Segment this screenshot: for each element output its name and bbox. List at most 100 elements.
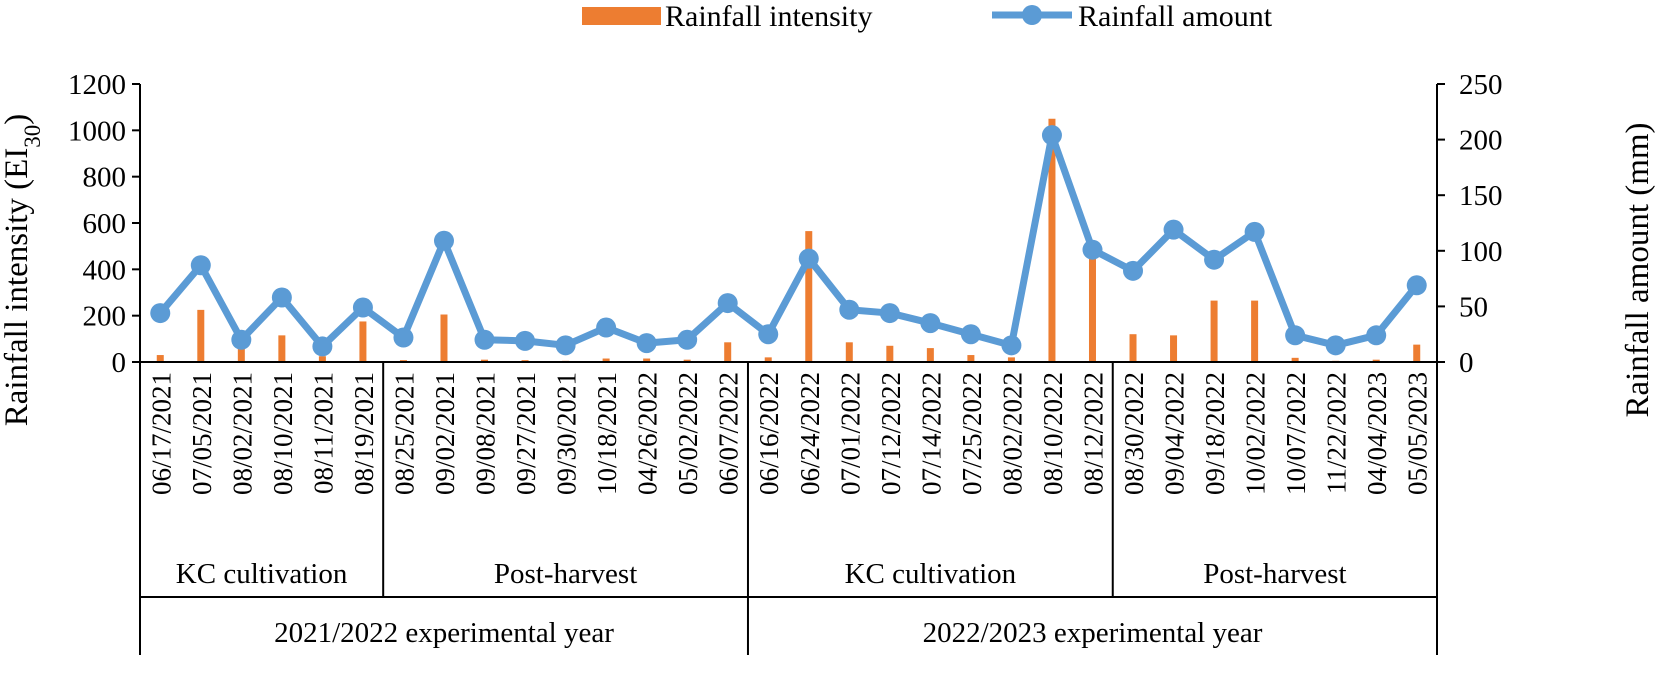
x-category-label: 10/02/2022 xyxy=(1241,372,1271,495)
y-left-tick-label: 600 xyxy=(83,208,127,240)
y-left-tick-label: 800 xyxy=(83,162,127,194)
point-rainfall-amount xyxy=(231,329,252,350)
category-labels: 06/17/2021 07/05/2021 08/02/2021 08/10/2021… xyxy=(146,372,1432,495)
point-rainfall-amount xyxy=(1082,239,1103,260)
x-category-label: 04/26/2022 xyxy=(633,372,663,495)
bar-intensity xyxy=(926,348,934,362)
y-right-tick-label: 200 xyxy=(1459,125,1503,157)
x-category-label: 09/18/2022 xyxy=(1200,372,1230,495)
point-rainfall-amount xyxy=(393,327,414,348)
x-category-label: 09/30/2021 xyxy=(552,372,582,495)
bar-intensity xyxy=(1413,344,1421,362)
bar-intensity xyxy=(359,321,367,362)
bar-intensity xyxy=(237,343,245,362)
bar-intensity xyxy=(1291,357,1299,362)
bar-intensity xyxy=(481,359,489,362)
point-rainfall-amount xyxy=(717,293,738,314)
x-category-label: 07/12/2022 xyxy=(876,372,906,495)
point-rainfall-amount xyxy=(798,248,819,269)
group-label-phase: Post-harvest xyxy=(1203,558,1346,590)
bar-intensity xyxy=(440,314,448,362)
bar-intensity xyxy=(886,345,894,362)
axes-layer: 0 200 400 600 800 1000 1200 0 50 100 150 200 250 xyxy=(68,69,1503,379)
x-category-label: 10/18/2021 xyxy=(592,372,622,495)
y-left-tick-label: 1200 xyxy=(68,69,126,101)
y-right-tick-label: 150 xyxy=(1459,180,1503,212)
group-label-phase: Post-harvest xyxy=(494,558,637,590)
x-category-label: 05/05/2023 xyxy=(1403,372,1433,495)
x-category-label: 08/10/2021 xyxy=(268,372,298,495)
point-rainfall-amount xyxy=(271,287,292,308)
group-labels: KC cultivation Post-harvest KC cultivation… xyxy=(139,362,1438,655)
point-rainfall-amount xyxy=(555,335,576,356)
x-category-label: 08/12/2022 xyxy=(1078,372,1108,495)
point-rainfall-amount xyxy=(150,303,171,324)
point-rainfall-amount xyxy=(352,297,373,318)
point-rainfall-amount xyxy=(1406,275,1427,296)
y-left-axis-title: Rainfall intensity (EI30) xyxy=(0,114,45,427)
x-category-label: 08/25/2021 xyxy=(389,372,419,495)
x-category-label: 07/25/2022 xyxy=(957,372,987,495)
x-category-label: 06/24/2022 xyxy=(795,372,825,495)
x-category-label: 08/11/2021 xyxy=(308,372,338,494)
y-left-tick-label: 0 xyxy=(112,347,127,379)
x-category-label: 06/07/2022 xyxy=(714,372,744,495)
point-rainfall-amount xyxy=(920,313,941,334)
point-rainfall-amount xyxy=(1041,125,1062,146)
x-category-label: 07/01/2022 xyxy=(835,372,865,495)
x-category-label: 07/05/2021 xyxy=(187,372,217,495)
x-category-label: 07/14/2022 xyxy=(916,372,946,495)
x-category-label: 08/30/2022 xyxy=(1119,372,1149,495)
group-label-year: 2021/2022 experimental year xyxy=(274,617,614,649)
x-category-label: 09/04/2022 xyxy=(1160,372,1190,495)
point-rainfall-amount xyxy=(636,333,657,354)
y-left-tick-label: 200 xyxy=(83,301,127,333)
group-label-year: 2022/2023 experimental year xyxy=(923,617,1263,649)
x-category-label: 04/04/2023 xyxy=(1362,372,1392,495)
x-category-label: 09/27/2021 xyxy=(511,372,541,495)
point-rainfall-amount xyxy=(677,329,698,350)
x-category-label: 06/16/2022 xyxy=(754,372,784,495)
point-rainfall-amount xyxy=(1244,221,1265,242)
x-category-label: 09/02/2021 xyxy=(430,372,460,495)
point-rainfall-amount xyxy=(1366,325,1387,346)
legend-rainfall-amount: Rainfall amount xyxy=(1078,0,1273,33)
point-rainfall-amount xyxy=(1325,335,1346,356)
x-category-label: 08/10/2022 xyxy=(1038,372,1068,495)
line-rainfall-amount xyxy=(157,131,1420,350)
y-right-tick-label: 50 xyxy=(1459,291,1488,323)
x-category-label: 08/19/2021 xyxy=(349,372,379,495)
point-rainfall-amount xyxy=(312,336,333,357)
bar-intensity xyxy=(156,355,164,362)
bar-intensity xyxy=(805,231,813,362)
bar-intensity xyxy=(1129,334,1137,362)
point-rainfall-amount xyxy=(1285,325,1306,346)
point-rainfall-amount xyxy=(474,329,495,350)
point-rainfall-amount xyxy=(1123,260,1144,281)
y-left-tick-label: 1000 xyxy=(68,115,126,147)
point-rainfall-amount xyxy=(433,230,454,251)
svg-text:Rainfall intensity (EI30): Rainfall intensity (EI30) xyxy=(0,114,45,427)
x-category-label: 09/08/2021 xyxy=(471,372,501,495)
point-rainfall-amount xyxy=(190,255,211,276)
x-category-label: 11/22/2022 xyxy=(1322,372,1352,494)
y-right-axis-title: Rainfall amount (mm) xyxy=(1620,122,1656,417)
group-label-phase: KC cultivation xyxy=(845,558,1017,590)
x-category-label: 10/07/2022 xyxy=(1281,372,1311,495)
legend-rainfall-intensity: Rainfall intensity xyxy=(665,0,872,33)
bar-intensity xyxy=(1048,118,1056,362)
y-left-tick-label: 400 xyxy=(83,254,127,286)
bar-intensity xyxy=(1088,255,1096,362)
point-rainfall-amount xyxy=(515,330,536,351)
bar-intensity xyxy=(683,359,691,362)
bar-intensity xyxy=(764,357,772,362)
line-layer xyxy=(150,125,1427,357)
point-rainfall-amount xyxy=(839,299,860,320)
x-category-label: 05/02/2022 xyxy=(673,372,703,495)
point-rainfall-amount xyxy=(1163,219,1184,240)
bar-intensity xyxy=(724,342,732,362)
y-right-tick-label: 250 xyxy=(1459,69,1503,101)
bar-intensity xyxy=(967,355,975,362)
bar-intensity xyxy=(278,335,286,362)
bar-intensity xyxy=(1372,359,1380,362)
